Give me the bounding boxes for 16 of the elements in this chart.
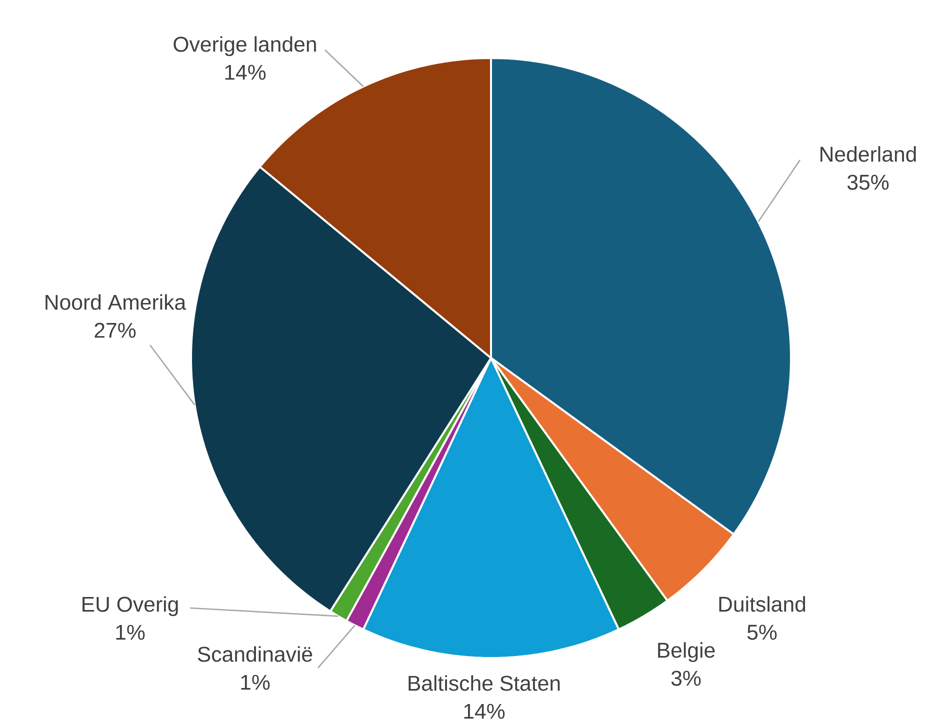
slice-label: Baltische Staten [408,675,560,691]
data-label: 3% [671,670,701,686]
slice-label: Noord Amerika [46,294,186,310]
slice-label: Overige landen [174,36,316,56]
data-label: 27% [94,322,136,338]
data-label: 35% [847,174,889,190]
data-label: 14% [464,704,505,719]
data-label: 1% [241,674,270,690]
data-label: 1% [116,624,145,640]
slice-label: Nederland [820,146,916,162]
slice-label: EU Overig [82,596,178,616]
slice-label: Duitsland [719,596,806,612]
data-label: 5% [747,624,777,640]
slice-label: Belgie [658,642,715,662]
data-label: 14% [225,64,266,80]
slice-label: Scandinavië [198,646,312,662]
